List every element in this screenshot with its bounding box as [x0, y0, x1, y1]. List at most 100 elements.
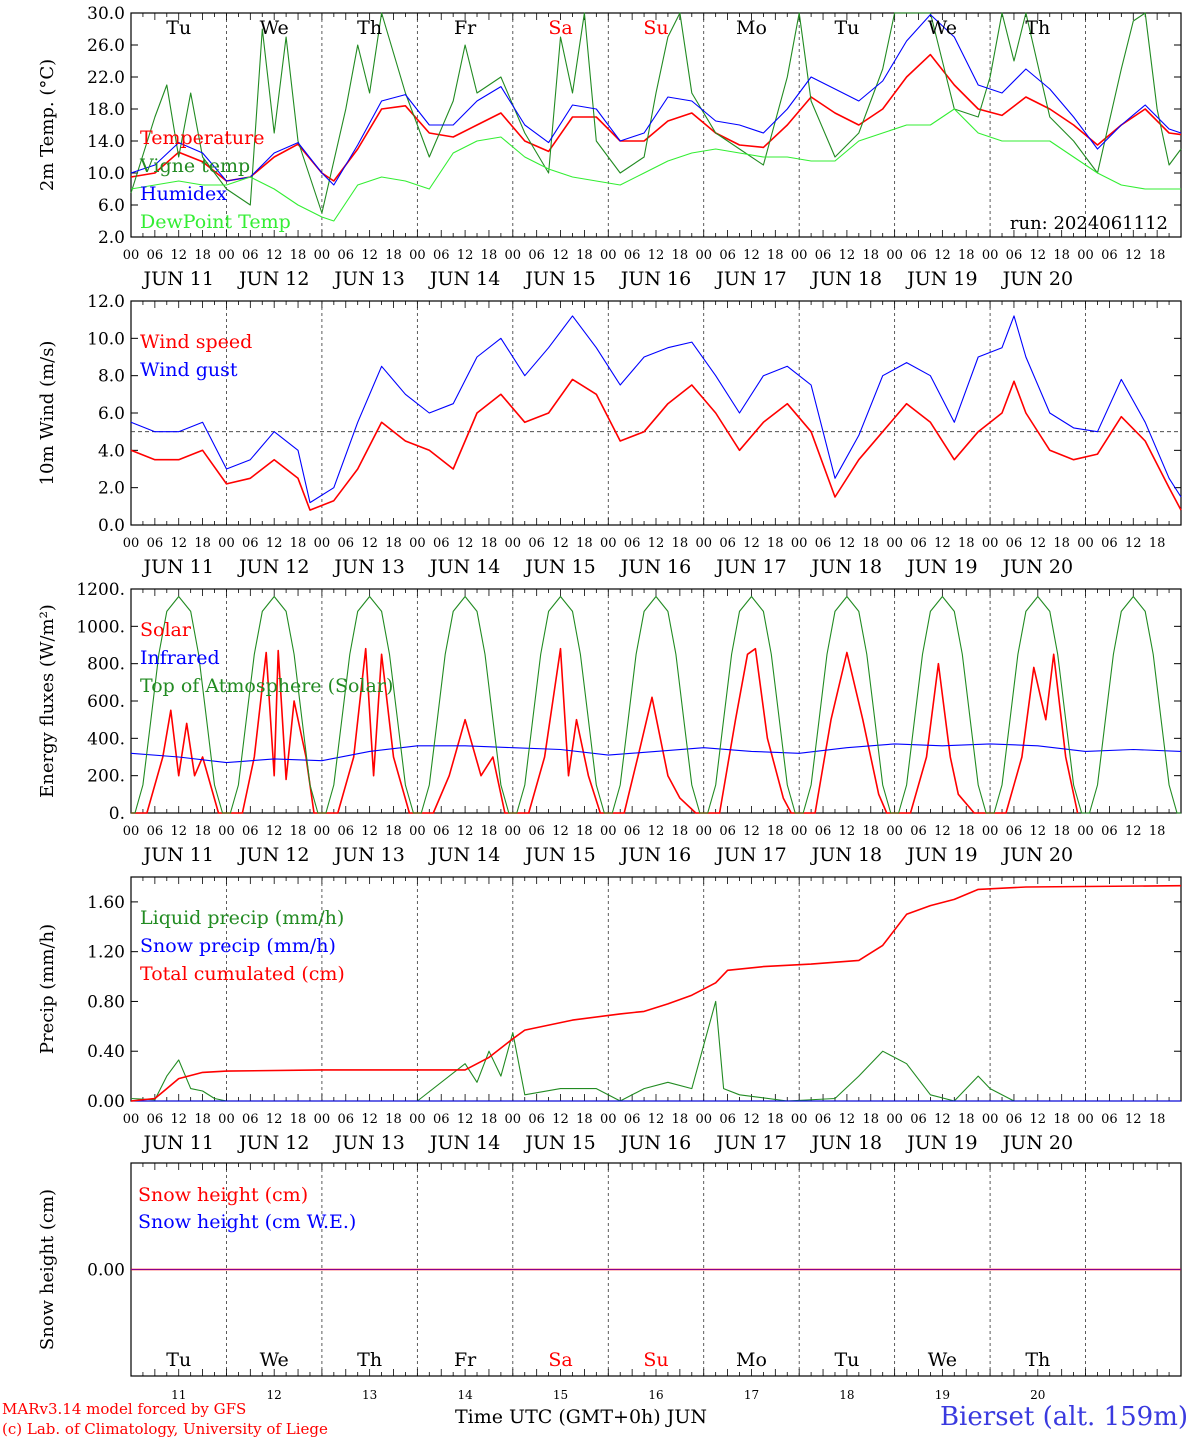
y-tick-label: 8.0: [98, 367, 125, 387]
hour-tick-label: 06: [624, 536, 641, 551]
hour-tick-label: 18: [767, 1112, 784, 1127]
hour-tick-label: 06: [147, 248, 164, 263]
date-label: JUN 16: [619, 268, 691, 290]
hour-tick-label: 12: [361, 1112, 378, 1127]
date-label: JUN 16: [619, 844, 691, 866]
hour-tick-label: 00: [886, 536, 903, 551]
hour-tick-label: 12: [361, 824, 378, 839]
hour-tick-label: 12: [266, 824, 283, 839]
hour-tick-label: 12: [170, 248, 187, 263]
date-label: JUN 11: [141, 844, 213, 866]
hour-tick-label: 00: [600, 536, 617, 551]
hour-tick-label: 12: [934, 248, 951, 263]
hour-tick-label: 00: [409, 536, 426, 551]
hour-tick-label: 00: [314, 536, 331, 551]
hour-tick-label: 18: [672, 248, 689, 263]
hour-tick-label: 12: [1030, 1112, 1047, 1127]
day-number-label: 19: [935, 1388, 950, 1402]
legend-entry: Infrared: [140, 647, 220, 669]
hour-tick-label: 06: [815, 536, 832, 551]
hour-tick-label: 00: [123, 824, 140, 839]
hour-tick-label: 00: [409, 1112, 426, 1127]
hour-tick-label: 12: [457, 824, 474, 839]
date-label: JUN 20: [1001, 1132, 1073, 1154]
weekday-label: Th: [1025, 17, 1050, 39]
hour-tick-label: 12: [457, 1112, 474, 1127]
hour-tick-label: 12: [839, 1112, 856, 1127]
hour-tick-label: 18: [194, 1112, 211, 1127]
hour-tick-label: 00: [314, 824, 331, 839]
series-line-temperature: [130, 53, 1182, 182]
hour-tick-label: 12: [648, 824, 665, 839]
hour-tick-label: 06: [147, 536, 164, 551]
hour-tick-label: 18: [1149, 824, 1166, 839]
hour-tick-label: 06: [147, 1112, 164, 1127]
hour-tick-label: 18: [767, 536, 784, 551]
legend-entry: Wind gust: [140, 359, 238, 381]
hour-tick-label: 00: [791, 824, 808, 839]
y-tick-label: 1200.: [76, 580, 125, 600]
hour-tick-label: 06: [147, 824, 164, 839]
hour-tick-label: 12: [1030, 824, 1047, 839]
series-line-total-cumulated-cm-: [130, 884, 1182, 1102]
y-tick-label: 22.0: [87, 68, 125, 88]
series-line-wind-speed: [130, 378, 1182, 511]
date-label: JUN 18: [810, 844, 882, 866]
date-label: JUN 14: [428, 844, 500, 866]
date-label: JUN 15: [523, 844, 595, 866]
hour-tick-label: 06: [337, 1112, 354, 1127]
hour-tick-label: 00: [1077, 248, 1094, 263]
hour-tick-label: 18: [1053, 536, 1070, 551]
hour-tick-label: 06: [528, 248, 545, 263]
hour-tick-label: 12: [743, 536, 760, 551]
hour-tick-label: 18: [1053, 824, 1070, 839]
date-label: JUN 12: [237, 844, 309, 866]
hour-tick-label: 18: [481, 1112, 498, 1127]
hour-tick-label: 00: [982, 824, 999, 839]
y-tick-label: 10.0: [87, 329, 125, 349]
hour-tick-label: 12: [648, 536, 665, 551]
hour-tick-label: 18: [290, 1112, 307, 1127]
panel-frame-0: [130, 12, 1182, 238]
hour-tick-label: 12: [361, 536, 378, 551]
weekday-label: Th: [357, 1349, 382, 1371]
hour-tick-label: 12: [648, 248, 665, 263]
hour-tick-label: 12: [743, 824, 760, 839]
hour-tick-label: 00: [314, 1112, 331, 1127]
hour-tick-label: 06: [815, 824, 832, 839]
y-tick-label: 200.: [87, 767, 125, 787]
y-tick-label: 0.00: [87, 1261, 125, 1281]
hour-tick-label: 06: [719, 1112, 736, 1127]
hour-tick-label: 06: [624, 824, 641, 839]
legend-entry: Snow height (cm): [138, 1184, 308, 1206]
hour-tick-label: 00: [695, 824, 712, 839]
series-line-infrared: [130, 743, 1182, 764]
weekday-label: Fr: [454, 1349, 477, 1371]
date-label: JUN 14: [428, 556, 500, 578]
date-label: JUN 14: [428, 268, 500, 290]
hour-tick-label: 00: [600, 1112, 617, 1127]
hour-tick-label: 06: [242, 536, 259, 551]
hour-tick-label: 06: [1101, 824, 1118, 839]
hour-tick-label: 18: [862, 248, 879, 263]
hour-tick-label: 00: [886, 824, 903, 839]
hour-tick-label: 00: [314, 248, 331, 263]
hour-tick-label: 06: [337, 248, 354, 263]
weekday-label: We: [928, 17, 957, 39]
hour-tick-label: 12: [552, 248, 569, 263]
hour-tick-label: 00: [1077, 1112, 1094, 1127]
day-number-label: 18: [839, 1388, 854, 1402]
y-tick-label: 1000.: [76, 617, 125, 637]
hour-tick-label: 18: [481, 824, 498, 839]
series-line-solar: [131, 647, 1079, 814]
y-tick-label: 2.0: [98, 228, 125, 248]
date-label: JUN 17: [714, 556, 786, 578]
hour-tick-label: 06: [1006, 536, 1023, 551]
date-label: JUN 18: [810, 1132, 882, 1154]
y-axis-title: Snow height (cm): [37, 1189, 58, 1350]
hour-tick-label: 06: [242, 824, 259, 839]
hour-tick-label: 18: [1053, 248, 1070, 263]
legend-entry: Total cumulated (cm): [140, 963, 345, 985]
lab-credit: (c) Lab. of Climatology, University of L…: [2, 1420, 328, 1438]
hour-tick-label: 06: [1006, 248, 1023, 263]
